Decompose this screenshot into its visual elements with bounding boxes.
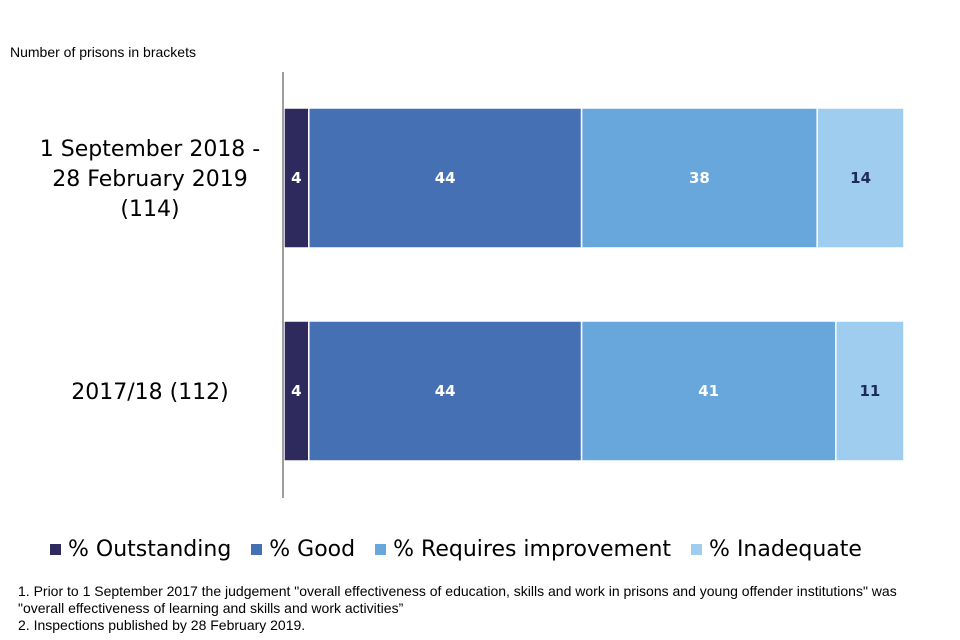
legend-label-0: % Outstanding (68, 536, 232, 562)
legend-label-1: % Good (269, 536, 356, 562)
category-label-1: 2017/18 (112) (71, 380, 229, 405)
legend-item-2: % Requires improvement (375, 537, 671, 562)
category-label-1-line-0: 2017/18 (112) (71, 380, 229, 405)
footnote-1: 1. Prior to 1 September 2017 the judgeme… (18, 583, 897, 616)
footnote-2: 2. Inspections published by 28 February … (18, 617, 306, 633)
legend-item-3: % Inadequate (691, 537, 862, 562)
footnotes: 1. Prior to 1 September 2017 the judgeme… (18, 583, 918, 634)
category-label-0: 1 September 2018 - 28 February 2019 (114) (40, 137, 261, 222)
data-label-1-series-1: 44 (435, 382, 456, 400)
bar-0-series-1 (308, 107, 583, 249)
bar-1-series-2 (580, 320, 837, 462)
bar-1-series-0 (283, 320, 310, 462)
bar-1-series-3 (835, 320, 905, 462)
legend-swatch-3 (691, 543, 703, 555)
chart-subtitle: Number of prisons in brackets (10, 44, 196, 60)
data-label-0-series-1: 44 (435, 169, 456, 187)
category-label-0-line-0: 1 September 2018 - (40, 137, 261, 162)
legend-swatch-0 (50, 543, 61, 555)
legend: % Outstanding % Good % Requires improvemen… (50, 534, 862, 564)
legend-item-0: % Outstanding (50, 537, 231, 562)
legend-item-1: % Good (251, 537, 355, 562)
data-label-0-series-3: 14 (850, 169, 871, 187)
bar-0-series-3 (816, 107, 905, 249)
category-label-0-line-1: 28 February 2019 (52, 167, 247, 192)
data-label-1-series-0: 4 (291, 382, 301, 400)
category-labels: 1 September 2018 - 28 February 2019 (114) 2… (40, 137, 261, 405)
bars-group: 4 44 38 144 44 41 11 (283, 107, 905, 462)
data-label-0-series-2: 38 (689, 169, 710, 187)
data-label-1-series-2: 41 (698, 382, 719, 400)
legend-label-3: % Inadequate (709, 536, 862, 562)
legend-label-2: % Requires improvement (393, 536, 672, 562)
category-label-0-line-2: (114) (120, 197, 179, 222)
data-label-1-series-3: 11 (859, 382, 880, 400)
legend-swatch-2 (375, 543, 387, 555)
stacked-bar-chart: 4 44 38 144 44 41 11 1 September 2018 -28 Febr… (40, 72, 905, 498)
legend-swatch-1 (251, 543, 263, 555)
bar-1-series-1 (308, 320, 583, 462)
data-label-0-series-0: 4 (291, 169, 301, 187)
